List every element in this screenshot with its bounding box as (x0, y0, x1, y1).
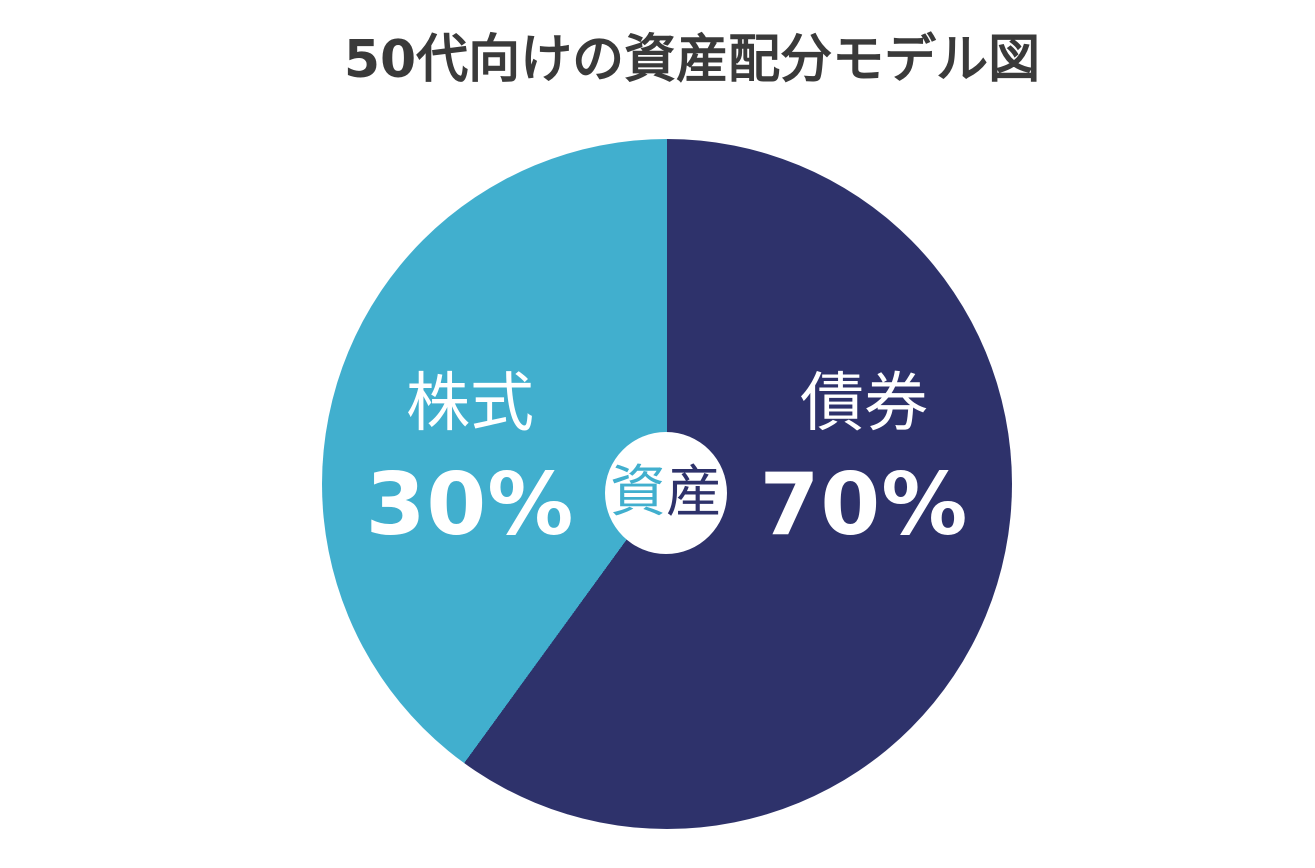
stocks-slice-label-group: 株式 30% (366, 372, 575, 548)
chart-title: 50代向けの資産配分モデル図 (343, 30, 1041, 90)
stocks-slice-label: 株式 (405, 367, 534, 441)
center-label-char-asset-2: 産 (666, 460, 722, 525)
pie-center-circle: 資 産 (605, 432, 727, 554)
bonds-slice-label-group: 債券 70% (760, 372, 969, 548)
bonds-slice-value: 70% (759, 455, 969, 555)
stocks-slice-value: 30% (365, 455, 575, 555)
center-label-char-asset-1: 資 (610, 460, 666, 525)
bonds-slice-label: 債券 (799, 367, 928, 441)
